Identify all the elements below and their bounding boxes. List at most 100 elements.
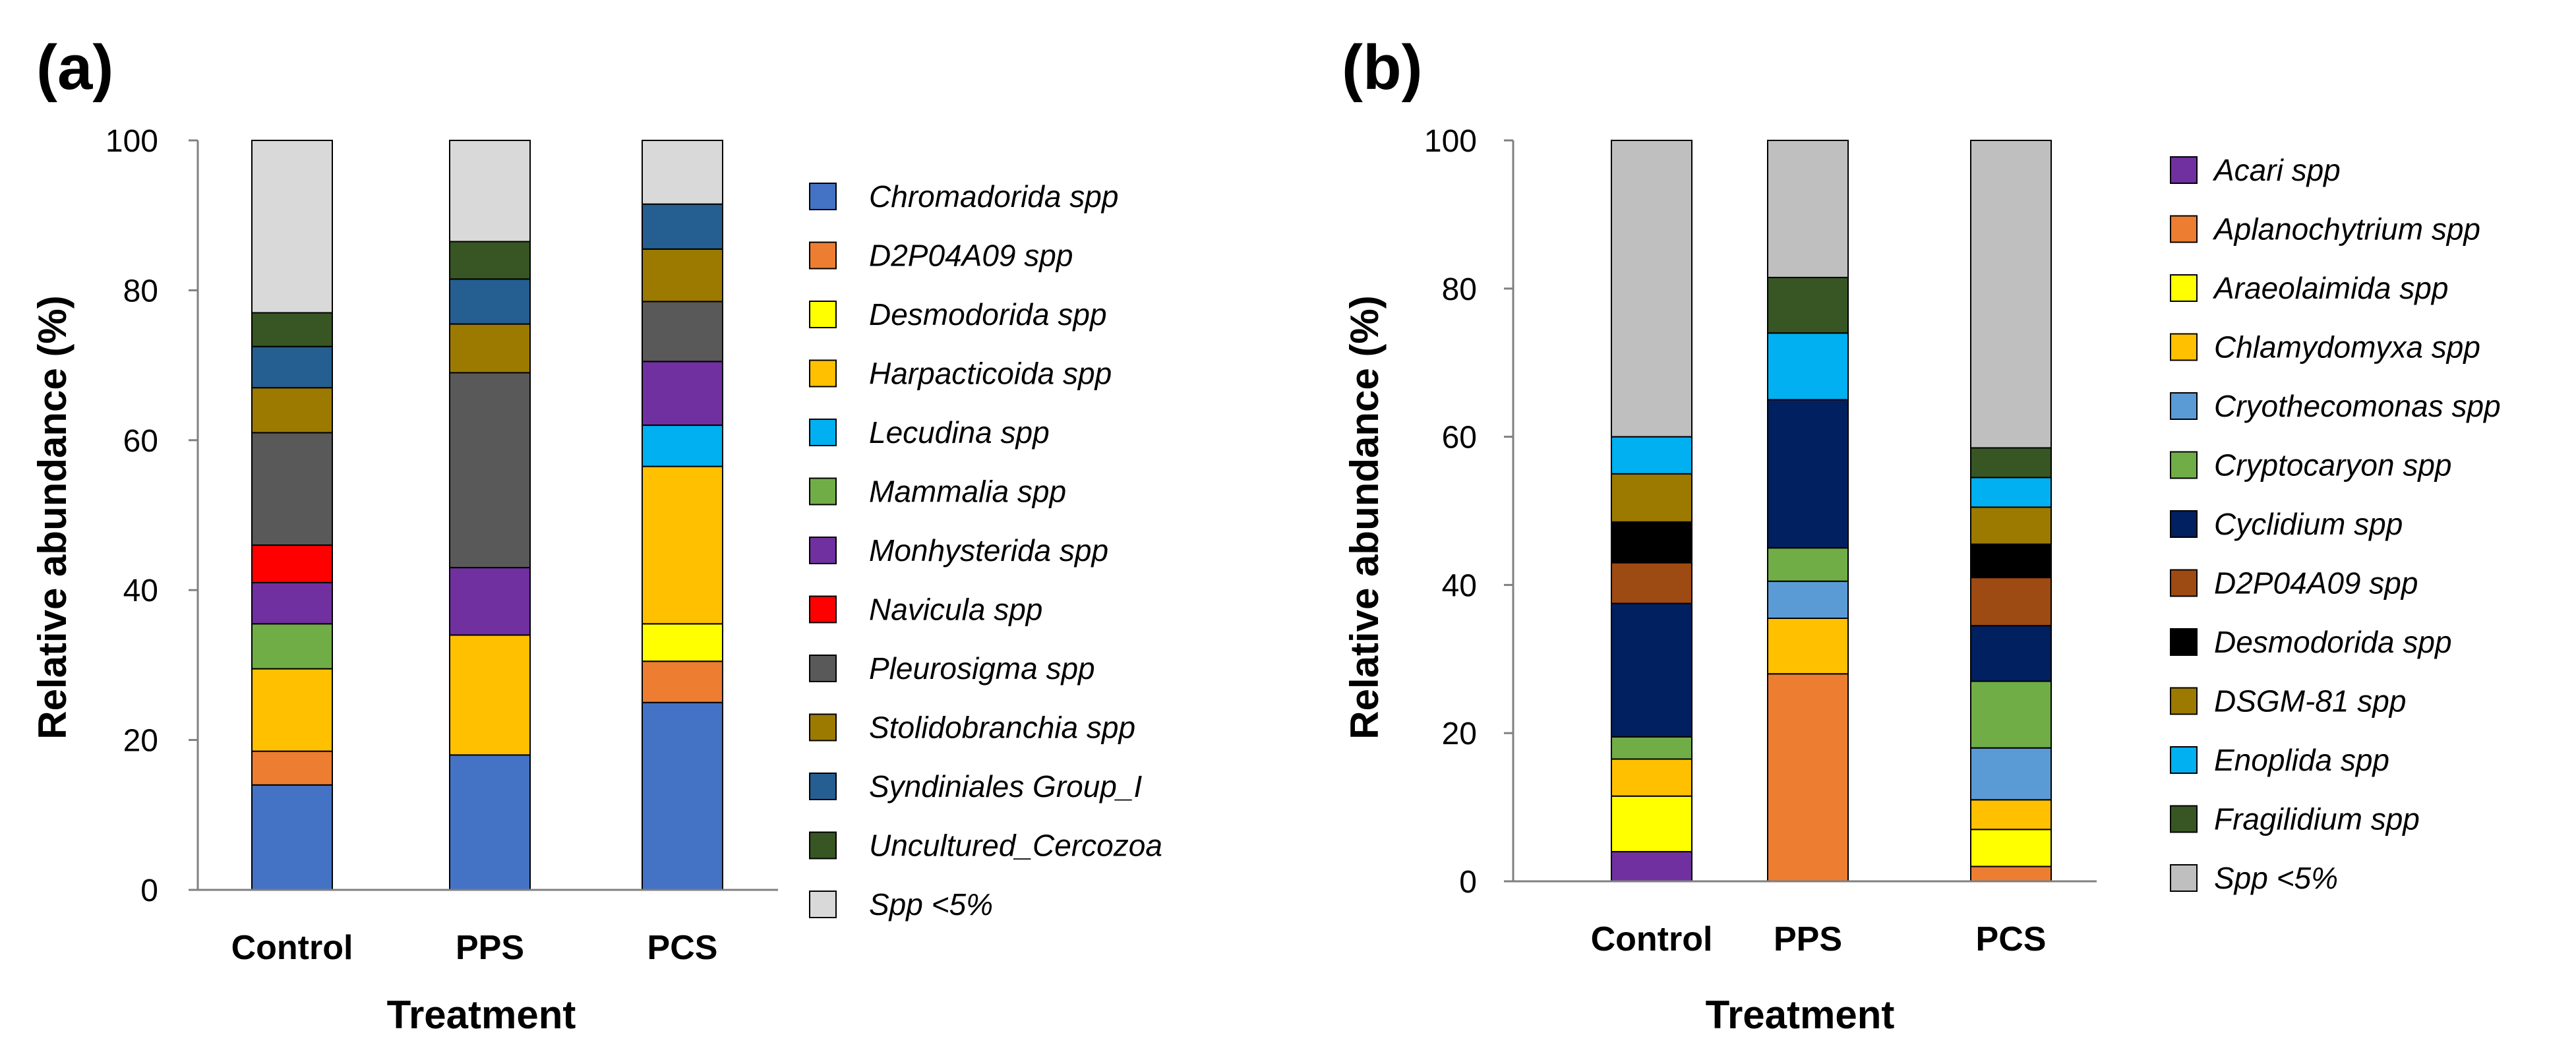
y-tick-label: 20: [123, 724, 158, 759]
bar-segment: [449, 754, 531, 891]
legend-swatch: [809, 537, 837, 564]
bar-segment: [251, 581, 333, 625]
legend-swatch: [2170, 392, 2198, 420]
y-tick-label: 60: [1442, 421, 1477, 455]
legend-label: Monhysterida spp: [869, 533, 1108, 568]
bar-segment: [1970, 829, 2052, 867]
legend-swatch: [2170, 687, 2198, 715]
bar-segment: [1970, 140, 2052, 449]
y-tick-label: 40: [123, 573, 158, 608]
legend-swatch: [2170, 628, 2198, 656]
legend-label: Araeolaimida spp: [2212, 271, 2448, 305]
bar-segment: [1611, 521, 1692, 564]
legend-swatch: [809, 183, 837, 210]
legend-swatch: [809, 831, 837, 860]
bar-segment: [1970, 680, 2052, 749]
legend-label: Spp <5%: [869, 887, 993, 922]
bar-segment: [449, 140, 531, 243]
legend-swatch: [809, 595, 837, 624]
chart-panel-b: (b) Relative abundance (%) Treatment 0 20…: [1342, 32, 2501, 1037]
y-axis-title: Relative abundance (%): [1342, 295, 1387, 740]
bar-segment: [1611, 736, 1692, 760]
legend-swatch: [2170, 451, 2198, 479]
axes: [1512, 140, 2097, 883]
legend-label: D2P04A09 spp: [2214, 566, 2418, 600]
legend-label: Acari spp: [2212, 153, 2341, 187]
bar-segment: [251, 544, 333, 583]
bar-segment: [1767, 399, 1849, 549]
legend-swatch: [809, 891, 837, 918]
bar-segment: [642, 425, 723, 467]
bar-segment: [449, 372, 531, 569]
y-tick-label: 80: [123, 274, 158, 308]
bar-segment: [1611, 851, 1692, 883]
legend-label: Lecudina spp: [869, 415, 1050, 450]
legend-label: Desmodorida spp: [2214, 625, 2452, 659]
legend-swatch: [809, 773, 837, 800]
x-category-label: PCS: [647, 929, 718, 967]
bar-segment: [251, 140, 333, 314]
bar-segment: [251, 312, 333, 347]
bar-segment: [1970, 799, 2052, 831]
panel-label: (b): [1342, 32, 1423, 103]
bar-segment: [642, 248, 723, 303]
bar-segment: [642, 301, 723, 363]
bar-segment: [1970, 543, 2052, 579]
y-tick-label: 100: [1424, 124, 1477, 159]
bar-segment: [251, 345, 333, 389]
legend-label: D2P04A09 spp: [869, 239, 1073, 273]
legend-label: Syndiniales Group_I: [869, 769, 1142, 804]
legend-swatch: [2170, 215, 2198, 243]
legend-label: Pleurosigma spp: [869, 651, 1095, 686]
y-axis-title: Relative abundance (%): [30, 295, 75, 740]
legend-label: Chromadorida spp: [869, 179, 1118, 214]
bar-segment: [642, 623, 723, 662]
legend-swatch: [2170, 333, 2198, 361]
x-axis-title: Treatment: [1706, 993, 1895, 1037]
y-axis-ticks: 0 20 40 60 80 100: [1424, 124, 1513, 900]
x-category-label: PPS: [1774, 920, 1842, 958]
legend-swatch: [809, 713, 837, 742]
legend-label: Cryptocaryon spp: [2214, 448, 2452, 483]
legend-label: Navicula spp: [869, 593, 1042, 627]
bar-segment: [1970, 625, 2052, 682]
bar-segment: [251, 668, 333, 752]
bar-segment: [1767, 580, 1849, 619]
legend-swatch: [2170, 510, 2198, 538]
legend-swatch: [2170, 805, 2198, 833]
x-axis-categories: Control PPS PCS: [1591, 920, 2047, 958]
bar-segment: [642, 203, 723, 250]
chart-panel-a: (a) Relative abundance (%) Treatment 0 20…: [30, 32, 1162, 1037]
y-tick-label: 40: [1442, 568, 1477, 603]
bar-segment: [1767, 332, 1849, 401]
y-tick-label: 100: [105, 124, 158, 159]
bar-segment: [642, 701, 723, 891]
legend-swatch: [809, 301, 837, 328]
bar-segment: [1970, 447, 2052, 479]
y-axis-ticks: 0 20 40 60 80 100: [105, 124, 198, 908]
bar-segment: [1970, 477, 2052, 508]
y-tick-label: 80: [1442, 272, 1477, 307]
legend-label: Cyclidium spp: [2214, 507, 2403, 541]
bar-segment: [1767, 276, 1849, 334]
legend-label: Chlamydomyxa spp: [2214, 330, 2480, 365]
x-category-label: Control: [231, 929, 353, 967]
bar-segment: [642, 465, 723, 625]
legend-swatch: [809, 241, 837, 270]
bar-segment: [1611, 795, 1692, 853]
x-category-label: PPS: [456, 929, 524, 967]
bar-segment: [1611, 436, 1692, 475]
y-tick-label: 0: [140, 873, 158, 908]
legend: Chromadorida spp D2P04A09 spp Desmodorida …: [809, 179, 1162, 922]
bar-segment: [449, 634, 531, 756]
legend-label: Fragilidium spp: [2214, 802, 2420, 836]
bar-segment: [1611, 602, 1692, 738]
bar-segment: [642, 140, 723, 205]
bar-segment: [251, 623, 333, 670]
legend-label: Cryothecomonas spp: [2214, 389, 2501, 423]
stacked-bars: [251, 140, 723, 891]
legend-label: Stolidobranchia spp: [869, 711, 1135, 745]
legend-label: Enoplida spp: [2214, 743, 2389, 777]
bar-segment: [1767, 617, 1849, 675]
